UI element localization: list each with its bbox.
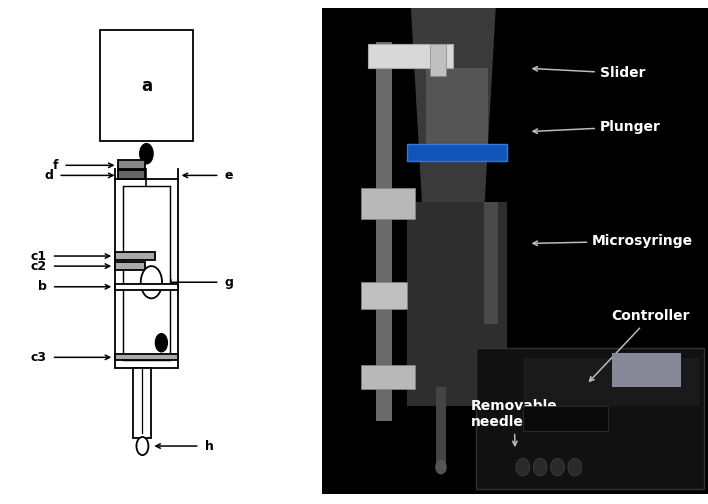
Bar [115,262,144,270]
Bar [368,44,453,69]
Bar [123,186,170,360]
Bar [115,284,178,290]
Bar [115,252,155,260]
Text: g: g [224,276,234,289]
Circle shape [516,459,530,476]
Bar [115,179,178,368]
Polygon shape [407,202,508,406]
Circle shape [533,459,547,476]
Bar [360,282,407,309]
Text: d: d [45,169,53,182]
Circle shape [137,437,149,455]
Bar [436,387,445,465]
Bar [612,353,681,387]
Bar [118,160,144,169]
Circle shape [139,144,153,164]
Text: h: h [205,439,214,453]
Circle shape [155,334,167,352]
Bar [115,354,178,360]
Bar [484,202,498,324]
Bar [133,368,152,438]
Circle shape [568,459,582,476]
Bar [523,358,700,406]
Bar [407,144,508,161]
Bar [360,187,415,219]
Bar [118,170,144,179]
Circle shape [551,459,564,476]
Text: a: a [141,77,152,95]
Text: e: e [224,169,233,182]
Circle shape [435,460,447,474]
Text: b: b [38,280,47,293]
Text: Controller: Controller [590,309,690,381]
Text: c2: c2 [30,260,47,273]
Bar [476,348,704,489]
Text: Slider: Slider [533,66,646,80]
Text: Microsyringe: Microsyringe [533,234,693,248]
Bar [360,365,415,390]
Bar [430,44,445,76]
Polygon shape [411,8,496,212]
Bar [523,406,607,431]
Bar [100,30,193,141]
Text: Plunger: Plunger [533,120,661,134]
Text: f: f [52,159,58,172]
Text: c3: c3 [30,351,47,364]
Text: Removable
needle: Removable needle [471,399,557,446]
Bar [376,42,392,421]
Circle shape [141,266,162,298]
Bar [426,69,488,144]
Text: c1: c1 [30,249,47,263]
